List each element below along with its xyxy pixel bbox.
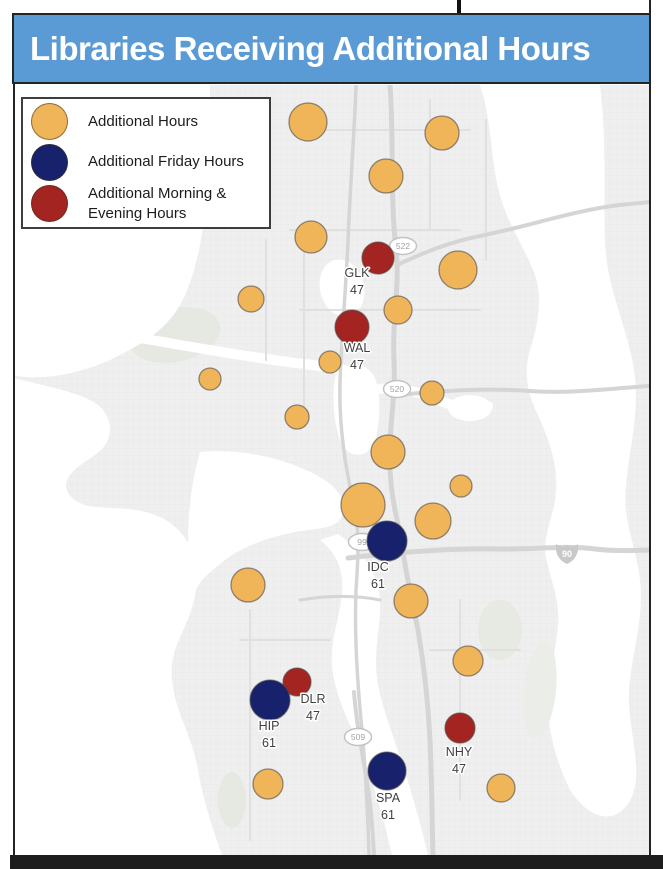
library-dot-additional <box>449 474 473 498</box>
page-footer-bar <box>10 855 663 869</box>
library-dot-NHY <box>444 712 476 744</box>
svg-text:522: 522 <box>396 241 410 251</box>
library-dot-IDC <box>366 520 408 562</box>
library-dot-additional <box>393 583 429 619</box>
library-dot-additional <box>237 285 265 313</box>
library-label-GLK: GLK 47 <box>344 266 370 297</box>
library-dot-additional <box>318 350 342 374</box>
svg-text:90: 90 <box>562 549 572 559</box>
library-dot-additional <box>368 158 404 194</box>
title-banner: Libraries Receiving Additional Hours <box>12 13 651 84</box>
library-dot-additional <box>414 502 452 540</box>
library-labels: GLK 47 WAL 47 IDC 61 DLR 47 HIP 61 NHY 47 SPA 61 <box>257 265 474 824</box>
library-dot-DLR <box>282 667 312 697</box>
library-label-WAL: WAL 47 <box>344 341 371 372</box>
library-dot-additional <box>252 768 284 800</box>
library-label-NHY: NHY 47 <box>446 745 473 776</box>
library-label-DLR: DLR 47 <box>300 692 325 723</box>
library-points <box>198 102 516 803</box>
map-legend: Additional Hours Additional Friday Hours A… <box>21 97 271 229</box>
library-dot-additional <box>452 645 484 677</box>
library-dot-WAL <box>334 309 370 345</box>
library-dot-SPA <box>367 751 407 791</box>
highway-shield-90: 90 <box>555 544 579 564</box>
legend-item: Additional Hours <box>31 103 261 140</box>
legend-swatch-friday <box>31 143 68 181</box>
library-dot-additional <box>230 567 266 603</box>
library-dot-additional <box>288 102 328 142</box>
legend-item: Additional Friday Hours <box>31 143 261 181</box>
library-dot-additional <box>294 220 328 254</box>
library-dot-additional <box>284 404 310 430</box>
highway-shield-520: 520 <box>382 379 412 399</box>
library-dot-additional <box>419 380 445 406</box>
page-border-right <box>649 0 651 856</box>
library-dot-additional <box>438 250 478 290</box>
legend-swatch-additional <box>31 103 68 140</box>
svg-text:99: 99 <box>357 537 367 547</box>
library-label-SPA: SPA 61 <box>376 791 401 822</box>
page-title: Libraries Receiving Additional Hours <box>30 29 591 67</box>
svg-text:520: 520 <box>390 384 404 394</box>
library-dot-additional <box>424 115 460 151</box>
legend-label: Additional Friday Hours <box>88 153 244 171</box>
highway-shield-509: 509 <box>343 727 373 747</box>
page-border-left <box>13 13 15 855</box>
library-dot-additional <box>340 482 386 528</box>
library-dot-HIP <box>249 679 291 721</box>
library-label-IDC: IDC 61 <box>367 560 389 591</box>
legend-item: Additional Morning & Evening Hours <box>31 184 261 223</box>
library-label-HIP: HIP 61 <box>259 719 280 750</box>
library-dot-additional <box>370 434 406 470</box>
library-dot-additional <box>383 295 413 325</box>
legend-label: Additional Morning & Evening Hours <box>88 185 227 222</box>
svg-text:509: 509 <box>351 732 365 742</box>
library-dot-GLK <box>361 241 395 275</box>
highway-shield-522: 522 <box>388 236 418 256</box>
top-rule-line <box>457 0 461 14</box>
library-dot-additional <box>486 773 516 803</box>
library-dot-additional <box>198 367 222 391</box>
legend-label: Additional Hours <box>88 112 199 130</box>
legend-swatch-morning_evening <box>31 185 68 222</box>
